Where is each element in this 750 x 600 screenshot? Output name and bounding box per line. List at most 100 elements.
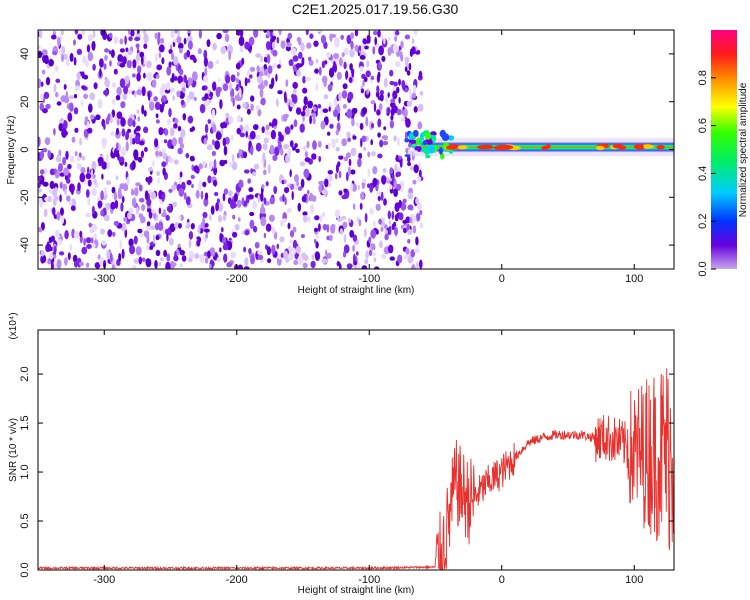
noise-speck [398, 97, 401, 104]
noise-speck [230, 251, 237, 259]
noise-speck [125, 132, 129, 141]
noise-speck [379, 89, 384, 95]
noise-speck [261, 202, 264, 213]
noise-speck [155, 150, 159, 157]
noise-speck [212, 124, 217, 133]
noise-speck [290, 47, 297, 56]
noise-speck [168, 61, 172, 68]
noise-speck [103, 89, 109, 96]
noise-speck [284, 196, 287, 206]
noise-speck [408, 62, 412, 71]
noise-speck [171, 137, 178, 147]
noise-speck [41, 148, 48, 153]
noise-speck [377, 195, 381, 202]
noise-speck [208, 160, 213, 171]
noise-speck [219, 99, 223, 110]
y-tick-label: 0.0 [19, 562, 31, 577]
noise-speck [66, 178, 71, 184]
noise-speck [390, 98, 396, 103]
y-tick-label: 2.0 [19, 366, 31, 381]
noise-speck [324, 178, 329, 188]
noise-speck [116, 86, 122, 96]
noise-speck [287, 148, 292, 158]
noise-speck [285, 79, 289, 87]
noise-speck [161, 95, 167, 103]
noise-speck [59, 182, 63, 189]
noise-speck [134, 36, 141, 42]
noise-speck [272, 154, 278, 161]
y-tick-label: -20 [19, 189, 31, 205]
noise-speck [410, 249, 416, 258]
noise-speck [158, 207, 162, 215]
noise-speck [387, 210, 391, 220]
noise-speck [105, 154, 109, 162]
noise-speck [122, 93, 128, 101]
signal-peak [495, 144, 510, 150]
noise-speck [247, 194, 254, 200]
noise-speck [395, 30, 400, 36]
noise-speck [318, 155, 322, 163]
noise-speck [150, 191, 156, 200]
noise-speck [259, 71, 263, 78]
snr-x-ticks: -300 -200 -100 0 100 [93, 330, 643, 586]
signal-peak [477, 145, 491, 150]
noise-speck [74, 85, 80, 92]
noise-speck [404, 34, 411, 40]
noise-speck [359, 122, 364, 131]
noise-speck [79, 137, 82, 146]
noise-speck [333, 53, 340, 59]
noise-speck [370, 100, 376, 105]
noise-speck [137, 30, 140, 34]
noise-speck [250, 168, 254, 174]
noise-speck [398, 78, 401, 86]
noise-speck [253, 124, 259, 130]
noise-speck [101, 173, 104, 180]
noise-speck [194, 253, 200, 259]
noise-speck [129, 245, 135, 255]
noise-speck [300, 178, 305, 188]
noise-speck [343, 234, 347, 243]
noise-speck [132, 59, 137, 69]
noise-speck [262, 152, 266, 162]
noise-speck [209, 264, 212, 269]
noise-speck [168, 188, 173, 193]
noise-speck [261, 126, 265, 134]
noise-speck [69, 155, 75, 163]
noise-speck [377, 118, 382, 128]
noise-speck [364, 212, 368, 223]
noise-speck [188, 91, 195, 100]
noise-speck [350, 147, 357, 157]
noise-speck [178, 42, 184, 50]
noise-speck [337, 113, 340, 122]
noise-speck [263, 30, 268, 33]
noise-speck [126, 176, 130, 186]
noise-speck [169, 223, 176, 233]
noise-speck [67, 252, 71, 260]
noise-speck [397, 137, 400, 146]
noise-speck [374, 266, 380, 269]
noise-speck [388, 219, 392, 225]
noise-speck [257, 75, 263, 84]
noise-speck [82, 55, 87, 64]
noise-speck [350, 169, 356, 175]
noise-speck [209, 91, 214, 97]
noise-speck [189, 155, 195, 161]
noise-speck [350, 40, 354, 50]
noise-speck [214, 252, 218, 260]
noise-speck [361, 135, 367, 143]
noise-speck [38, 227, 43, 233]
x-tick-label: -200 [226, 574, 248, 586]
noise-speck [238, 36, 245, 47]
noise-speck [45, 77, 51, 86]
noise-speck [171, 184, 177, 191]
noise-speck [246, 69, 250, 77]
noise-speck [242, 151, 248, 159]
noise-speck [223, 253, 228, 263]
noise-speck [113, 191, 118, 201]
noise-speck [172, 95, 175, 101]
noise-speck [236, 127, 242, 135]
noise-speck [179, 249, 185, 256]
signal-peak [545, 144, 551, 149]
noise-speck [119, 239, 123, 249]
noise-speck [91, 40, 96, 51]
